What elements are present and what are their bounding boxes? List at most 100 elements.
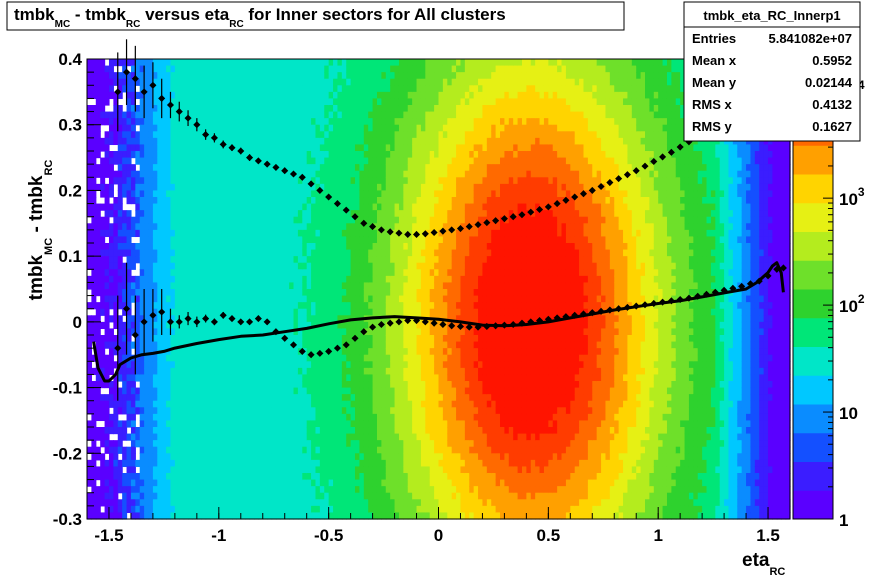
heatmap-cell [249, 427, 255, 435]
heatmap-cell [350, 361, 356, 369]
heatmap-cell [302, 433, 308, 441]
heatmap-cell [227, 367, 233, 376]
heatmap-cell [188, 216, 194, 224]
heatmap-cell [341, 387, 347, 395]
heatmap-cell [385, 473, 391, 481]
heatmap-cell [333, 98, 339, 106]
heatmap-cell [104, 72, 110, 80]
heatmap-cell [328, 407, 334, 415]
heatmap-cell [214, 190, 220, 198]
heatmap-cell [262, 157, 268, 165]
heatmap-cell [91, 505, 97, 514]
heatmap-cell [139, 190, 145, 198]
heatmap-cell [271, 137, 277, 146]
heatmap-cell [174, 440, 180, 448]
heatmap-cell [196, 295, 202, 303]
heatmap-cell [372, 216, 378, 224]
heatmap-cell [267, 512, 273, 520]
heatmap-cell [249, 335, 255, 343]
heatmap-cell [174, 59, 180, 67]
heatmap-cell [376, 400, 382, 408]
heatmap-cell [359, 335, 365, 343]
heatmap-cell [258, 486, 264, 494]
heatmap-cell [319, 282, 325, 290]
heatmap-cell [346, 236, 352, 244]
heatmap-cell [385, 157, 391, 165]
heatmap-cell [236, 394, 242, 402]
heatmap-cell [355, 479, 361, 487]
heatmap-cell [117, 400, 123, 408]
heatmap-cell [130, 91, 136, 100]
heatmap-cell [245, 446, 251, 454]
heatmap-cell [192, 295, 198, 303]
heatmap-cell [166, 85, 172, 93]
heatmap-cell [157, 361, 163, 369]
heatmap-cell [218, 249, 224, 257]
heatmap-cell [122, 381, 128, 389]
heatmap-cell [174, 466, 180, 474]
heatmap-cell [372, 505, 378, 514]
heatmap-cell [170, 124, 176, 132]
heatmap-cell [267, 308, 273, 316]
heatmap-cell [333, 505, 339, 514]
heatmap-cell [262, 486, 268, 494]
heatmap-cell [104, 282, 110, 290]
heatmap-cell [139, 151, 145, 159]
heatmap-cell [130, 262, 136, 270]
heatmap-cell [231, 427, 237, 435]
heatmap-cell [223, 315, 229, 323]
heatmap-cell [293, 466, 299, 474]
heatmap-cell [315, 420, 321, 428]
heatmap-cell [398, 78, 404, 86]
heatmap-cell [297, 400, 303, 408]
heatmap-cell [297, 275, 303, 284]
heatmap-cell [231, 72, 237, 80]
heatmap-cell [253, 262, 259, 270]
heatmap-cell [280, 440, 286, 448]
heatmap-cell [398, 105, 404, 113]
heatmap-cell [253, 479, 259, 487]
heatmap-cell [152, 203, 158, 211]
heatmap-cell [179, 197, 185, 205]
heatmap-cell [394, 183, 400, 192]
heatmap-cell [174, 98, 180, 106]
heatmap-cell [214, 131, 220, 139]
heatmap-cell [95, 105, 101, 113]
heatmap-cell [117, 446, 123, 454]
heatmap-cell [258, 282, 264, 290]
heatmap-cell [240, 177, 246, 185]
heatmap-cell [311, 315, 317, 323]
heatmap-cell [157, 394, 163, 402]
heatmap-cell [161, 197, 167, 205]
heatmap-cell [170, 236, 176, 244]
heatmap-cell [372, 91, 378, 100]
heatmap-cell [328, 341, 334, 349]
heatmap-cell [231, 229, 237, 238]
heatmap-cell [117, 473, 123, 481]
heatmap-cell [245, 354, 251, 362]
heatmap-cell [157, 341, 163, 349]
heatmap-cell [297, 243, 303, 251]
heatmap-cell [372, 72, 378, 80]
heatmap-cell [144, 308, 150, 316]
heatmap-cell [275, 111, 281, 119]
heatmap-cell [271, 197, 277, 205]
heatmap-cell [319, 105, 325, 113]
heatmap-cell [398, 459, 404, 468]
heatmap-cell [293, 473, 299, 481]
heatmap-cell [306, 341, 312, 349]
heatmap-cell [130, 151, 136, 159]
heatmap-cell [337, 361, 343, 369]
heatmap-cell [223, 262, 229, 270]
heatmap-cell [284, 427, 290, 435]
heatmap-cell [359, 249, 365, 257]
heatmap-cell [368, 203, 374, 211]
heatmap-cell [205, 85, 211, 93]
heatmap-cell [108, 177, 114, 185]
heatmap-cell [148, 151, 154, 159]
heatmap-cell [144, 512, 150, 520]
heatmap-cell [179, 72, 185, 80]
heatmap-cell [368, 269, 374, 277]
heatmap-cell [390, 427, 396, 435]
